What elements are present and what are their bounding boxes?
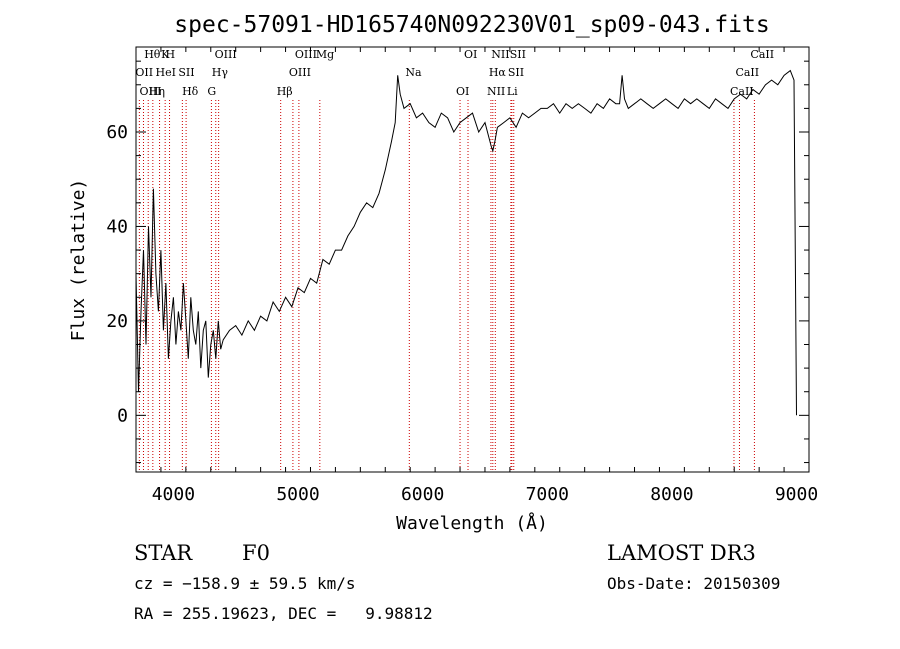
x-tick-label: 7000 — [526, 484, 569, 505]
line-label: Li — [507, 85, 518, 98]
line-label: OIII — [139, 85, 161, 98]
line-label: Hδ — [182, 85, 199, 98]
line-label: CaII — [750, 48, 774, 61]
line-label: SII — [508, 66, 524, 79]
line-label: OI — [456, 85, 469, 98]
line-label: OI — [464, 48, 477, 61]
x-tick-label: 9000 — [775, 484, 818, 505]
line-label: OIII — [289, 66, 311, 79]
line-label: NII — [491, 48, 509, 61]
line-label: Mg — [316, 48, 334, 61]
cz-value: cz = −158.9 ± 59.5 km/s — [134, 574, 356, 593]
line-label: OIII — [295, 48, 317, 61]
line-label: NII — [487, 85, 505, 98]
y-axis: 0 20 40 60 — [106, 60, 809, 464]
x-axis: 4000 5000 6000 7000 8000 9000 — [135, 47, 818, 505]
line-label: Hβ — [277, 85, 293, 98]
subclass: F0 — [242, 541, 270, 565]
y-axis-label: Flux (relative) — [68, 179, 89, 342]
line-label: Na — [405, 66, 422, 79]
line-label: OIII — [215, 48, 237, 61]
spectrum-series — [135, 69, 797, 416]
line-label: G — [207, 85, 216, 98]
y-tick-label: 40 — [106, 216, 128, 237]
line-label: Hγ — [212, 66, 229, 79]
line-label: Hη — [149, 85, 165, 98]
x-tick-label: 4000 — [152, 484, 195, 505]
chart-title: spec-57091-HD165740N092230V01_sp09-043.f… — [174, 12, 769, 38]
line-label: SII — [510, 48, 526, 61]
object-class: STAR — [134, 541, 193, 565]
y-tick-label: 20 — [106, 311, 128, 332]
emission-lines: HθOIIOIIIKHeIHηHSIIHδOIIIHγGOIIIOIIIHβMg… — [135, 48, 774, 472]
x-tick-label: 5000 — [276, 484, 319, 505]
ra-dec: RA = 255.19623, DEC = 9.98812 — [134, 604, 433, 623]
line-label: OII — [135, 66, 153, 79]
x-tick-label: 6000 — [401, 484, 444, 505]
y-tick-label: 0 — [117, 405, 128, 426]
x-tick-label: 8000 — [650, 484, 693, 505]
line-label: HeI — [156, 66, 176, 79]
series-layer — [135, 69, 797, 416]
line-label: Hθ — [144, 48, 161, 61]
line-label: H — [166, 48, 176, 61]
y-tick-label: 60 — [106, 122, 128, 143]
line-label: Hα — [489, 66, 507, 79]
line-label: K — [161, 48, 170, 61]
plot-frame — [135, 46, 810, 473]
line-label: CaII — [730, 85, 754, 98]
survey-name: LAMOST DR3 — [607, 541, 756, 565]
line-label: SII — [178, 66, 194, 79]
x-axis-label: Wavelength (Å) — [396, 512, 548, 534]
line-label: CaII — [735, 66, 759, 79]
obs-date: Obs-Date: 20150309 — [607, 574, 780, 593]
